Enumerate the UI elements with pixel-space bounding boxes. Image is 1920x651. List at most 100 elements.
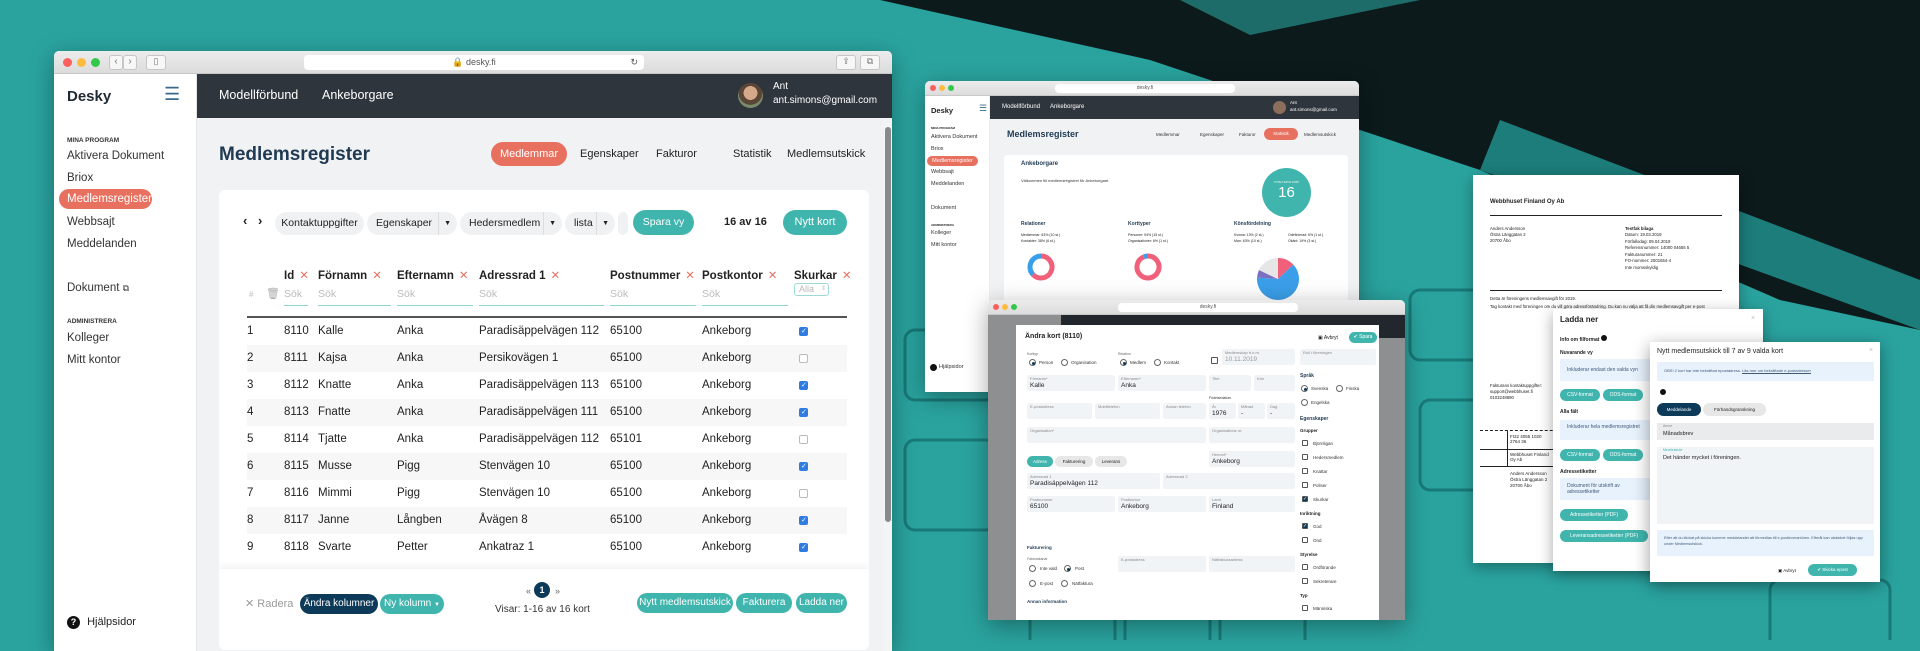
tab-statistik[interactable]: Statistik	[1264, 128, 1298, 140]
skurkar-checkbox[interactable]	[799, 381, 808, 390]
caret-down-icon[interactable]: ▼	[543, 212, 556, 235]
radio-kontakt[interactable]	[1154, 359, 1161, 366]
field-e-invoice[interactable]: Nätfakturaadress	[1209, 556, 1295, 572]
change-columns-button[interactable]: Ändra kolumner	[300, 594, 378, 614]
view-kontaktuppgifter[interactable]: Kontaktuppgifter	[275, 212, 364, 235]
remove-column-icon[interactable]: ✕	[299, 270, 309, 282]
scrollbar[interactable]	[884, 118, 892, 651]
view-lista[interactable]: lista ▼	[565, 212, 615, 235]
save-view-button[interactable]: Spara vy	[633, 210, 694, 235]
radio-svenska[interactable]	[1301, 385, 1308, 392]
forward-button[interactable]: ›	[123, 55, 137, 70]
column-search-input[interactable]: Sök	[702, 286, 788, 306]
sidebar-item-meddelanden[interactable]: Meddelanden	[67, 238, 137, 250]
column-search-input[interactable]: Sök	[397, 286, 473, 306]
reload-icon[interactable]: ↻	[630, 57, 638, 67]
field-first-name[interactable]: Förnamn* Kalle	[1027, 375, 1115, 391]
remove-column-icon[interactable]: ✕	[767, 270, 778, 282]
tab-egenskaper[interactable]: Egenskaper	[580, 148, 639, 160]
radio-post[interactable]	[1064, 565, 1071, 572]
field-day[interactable]: Dag -	[1267, 403, 1295, 419]
remove-column-icon[interactable]: ✕	[685, 270, 695, 282]
csv-button[interactable]: CSV-format	[1560, 449, 1600, 461]
skurkar-checkbox[interactable]	[799, 462, 808, 471]
property-checkbox[interactable]	[1302, 440, 1308, 446]
skurkar-checkbox[interactable]	[799, 327, 808, 336]
radio-person[interactable]	[1029, 359, 1036, 366]
table-row[interactable]: 5 8114 Tjatte Anka Paradisäppelvägen 112 6510…	[247, 426, 847, 453]
sidebar-item-webbsajt[interactable]: Webbsajt	[67, 216, 115, 228]
tabs-icon[interactable]: ⧉	[860, 55, 880, 70]
labels-pdf-button[interactable]: Adressetiketter (PDF)	[1560, 509, 1628, 521]
invoice-button[interactable]: Fakturera	[736, 593, 792, 613]
header-org-link[interactable]: Modellförbund	[219, 88, 299, 102]
maximize-window-button[interactable]	[1011, 304, 1017, 310]
share-icon[interactable]: ⇪	[836, 55, 856, 70]
tab-medlemsutskick[interactable]: Medlemsutskick	[787, 148, 866, 160]
close-window-button[interactable]	[63, 58, 72, 67]
tab-leverans[interactable]: Leverans	[1095, 456, 1127, 467]
sidebar-toggle-icon[interactable]: ▯	[146, 55, 166, 70]
next-view-chevron[interactable]: ›	[258, 213, 263, 228]
table-row[interactable]: 4 8113 Fnatte Anka Paradisäppelvägen 111 6510…	[247, 399, 847, 426]
close-icon[interactable]: ×	[1869, 347, 1874, 354]
subject-field[interactable]: Ämne Månadsbrev	[1657, 423, 1874, 440]
skurkar-checkbox[interactable]	[799, 516, 808, 525]
radio-medlem[interactable]	[1120, 359, 1127, 366]
hamburger-menu-icon[interactable]: ☰	[164, 84, 181, 104]
field-gender[interactable]: Kön	[1254, 375, 1295, 391]
help-link[interactable]: ? Hjälpsidor	[67, 616, 136, 629]
property-checkbox[interactable]	[1302, 454, 1308, 460]
table-row[interactable]: 2 8111 Kajsa Anka Persikovägen 1 65100 Ankebor…	[247, 345, 847, 372]
field-mobile[interactable]: Mobiltelefon	[1095, 403, 1160, 419]
column-header[interactable]: Postnummer ✕	[610, 268, 695, 282]
user-avatar[interactable]	[738, 83, 763, 108]
property-checkbox[interactable]	[1302, 523, 1308, 529]
column-search-input[interactable]: Sök	[479, 286, 604, 306]
view-egenskaper[interactable]: Egenskaper ▼	[367, 212, 457, 235]
maximize-window-button[interactable]	[91, 58, 100, 67]
tab-medlemsutskick[interactable]: Medlemsutskick	[1304, 132, 1337, 137]
radio-natfaktura[interactable]	[1061, 580, 1068, 587]
header-group-link[interactable]: Ankeborgare	[322, 88, 394, 102]
skurkar-checkbox[interactable]	[799, 354, 808, 363]
skurkar-checkbox[interactable]	[799, 543, 808, 552]
sidebar-item-webbsajt[interactable]: Webbsajt	[931, 169, 954, 175]
sidebar-item-dokument[interactable]: Dokument ⧉	[67, 282, 129, 294]
minimize-window-button[interactable]	[939, 85, 945, 91]
tab-medlemmar[interactable]: Medlemmar	[491, 142, 567, 166]
table-row[interactable]: 7 8116 Mimmi Pigg Stenvägen 10 65100 Ankeborg	[247, 480, 847, 507]
view-hedersmedlem[interactable]: Hedersmedlem ▼	[460, 212, 562, 235]
caret-down-icon[interactable]: ▼	[438, 212, 451, 235]
delete-button[interactable]: ✕ Radera	[245, 598, 294, 610]
remove-column-icon[interactable]: ✕	[841, 270, 852, 282]
sidebar-item-dokument[interactable]: Dokument	[931, 205, 957, 211]
field-phone[interactable]: Annan telefon	[1163, 403, 1206, 419]
property-checkbox[interactable]	[1302, 468, 1308, 474]
save-button[interactable]: ✔ Spara	[1349, 332, 1377, 343]
pagination-next[interactable]: »	[555, 586, 561, 596]
field-home[interactable]: Hemort* Ankeborg	[1209, 451, 1295, 467]
csv-button[interactable]: CSV-format	[1560, 389, 1600, 401]
remove-column-icon[interactable]: ✕	[458, 270, 469, 282]
column-header[interactable]: Id ✕	[284, 268, 309, 282]
send-email-button[interactable]: ✔ Skicka epost	[1808, 564, 1857, 576]
field-city[interactable]: Postkontor Ankeborg	[1118, 496, 1206, 512]
ods-button[interactable]: ODS-format	[1603, 449, 1643, 461]
maximize-window-button[interactable]	[948, 85, 954, 91]
hamburger-menu-icon[interactable]: ☰	[979, 103, 988, 113]
table-row[interactable]: 6 8115 Musse Pigg Stenvägen 10 65100 Ankeborg	[247, 453, 847, 480]
tab-medlemmar[interactable]: Medlemmar	[1156, 132, 1180, 137]
message-textarea[interactable]: Meddelande Det händer mycket i föreninge…	[1657, 447, 1874, 524]
pagination-prev[interactable]: «	[526, 586, 532, 596]
radio-e-post[interactable]	[1029, 580, 1036, 587]
close-window-button[interactable]	[930, 85, 936, 91]
member-since-checkbox[interactable]	[1211, 357, 1218, 364]
user-avatar[interactable]	[1273, 101, 1286, 114]
property-checkbox[interactable]	[1302, 605, 1308, 611]
field-year[interactable]: År 1976	[1209, 403, 1236, 419]
table-row[interactable]: 1 8110 Kalle Anka Paradisäppelvägen 112 65100…	[247, 318, 847, 345]
column-header[interactable]: Adressrad 1 ✕	[479, 268, 560, 282]
header-group-link[interactable]: Ankeborgare	[1050, 104, 1085, 110]
sidebar-item-meddelanden[interactable]: Meddelanden	[931, 181, 965, 187]
